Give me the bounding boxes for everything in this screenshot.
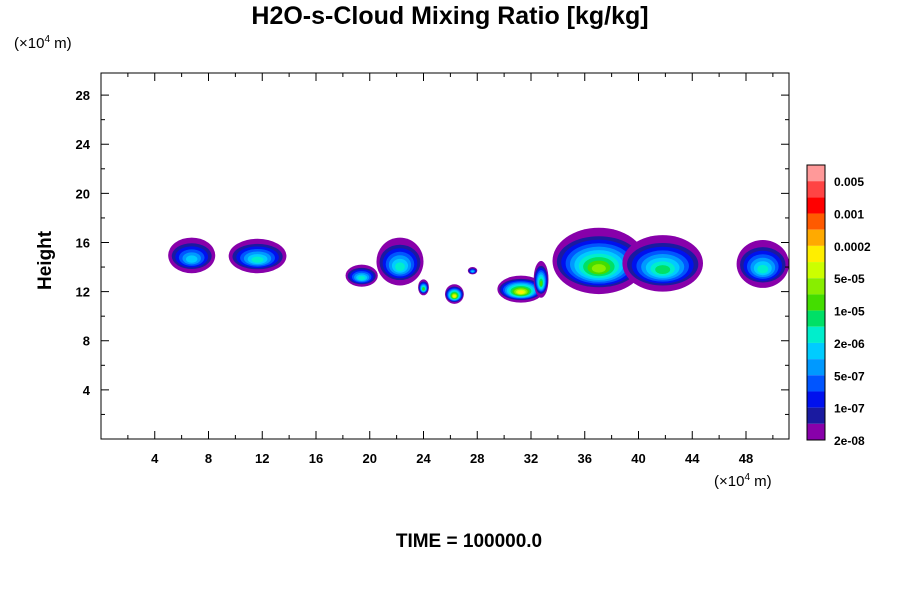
cloud-contour [422, 287, 425, 291]
x-tick-label: 4 [151, 451, 159, 466]
colorbar-swatch [807, 181, 825, 198]
colorbar-swatch [807, 375, 825, 392]
colorbar-swatch [807, 229, 825, 246]
cloud-field [168, 227, 789, 304]
cloud-cell [467, 267, 478, 275]
chart-title: H2O-s-Cloud Mixing Ratio [kg/kg] [251, 2, 649, 30]
x-tick-label: 12 [255, 451, 269, 466]
cloud-contour [186, 255, 198, 263]
colorbar-label: 5e-05 [834, 272, 865, 286]
colorbar-frame [806, 164, 826, 441]
colorbar-swatch [807, 342, 825, 360]
plot-frame [100, 72, 790, 440]
colorbar-swatch [807, 165, 825, 182]
colorbar-label: 2e-08 [834, 434, 865, 448]
cloud-contour [757, 264, 769, 274]
x-tick-label: 40 [631, 451, 645, 466]
colorbar-swatch [807, 310, 825, 327]
colorbar: 0.005 0.001 0.0002 5e-05 1e-05 2e-06 5e-07 1e-0… [806, 164, 871, 448]
cloud-cell [445, 284, 464, 304]
x-tick-label: 16 [309, 451, 323, 466]
y-tick-label: 24 [76, 137, 91, 152]
x-tick-label: 48 [739, 451, 753, 466]
cloud-contour [517, 290, 524, 294]
x-tick-label: 24 [416, 451, 431, 466]
colorbar-swatch [807, 423, 825, 440]
cloud-cell [418, 279, 429, 296]
colorbar-swatch [807, 359, 825, 376]
cloud-contour [471, 270, 474, 273]
colorbar-swatch [807, 213, 825, 230]
cloud-contour [591, 264, 606, 273]
cloud-cell [622, 235, 703, 292]
cloud-contour [655, 265, 671, 275]
cloud-cell [736, 240, 789, 288]
cloud-cell [533, 260, 549, 298]
y-tick-label: 28 [76, 88, 90, 103]
cloud-cell [497, 275, 545, 303]
colorbar-swatch [807, 278, 825, 295]
y-tick-label: 20 [76, 186, 90, 201]
colorbar-swatch [807, 391, 825, 408]
cloud-cell [552, 227, 646, 295]
y-tick-label: 8 [83, 334, 90, 349]
cloud-cell [345, 264, 378, 287]
colorbar-swatch [807, 294, 825, 311]
x-tick-label: 8 [205, 451, 212, 466]
colorbar-swatch [807, 407, 825, 424]
x-tick-label: 32 [524, 451, 538, 466]
colorbar-swatch [807, 245, 825, 263]
colorbar-label: 0.005 [834, 175, 864, 189]
y-tick-label: 4 [83, 383, 91, 398]
y-axis-unit: (×104 m) [14, 34, 72, 52]
colorbar-swatch [807, 262, 825, 279]
x-tick-label: 20 [363, 451, 377, 466]
time-label: TIME = 100000.0 [395, 531, 543, 552]
cloud-contour [251, 256, 264, 263]
y-tick-label: 16 [76, 235, 90, 250]
cloud-cell [228, 238, 287, 274]
cloud-contour [539, 280, 543, 287]
cloud-cell [376, 237, 424, 286]
colorbar-swatch [807, 197, 825, 214]
cloud-contour [358, 276, 366, 280]
x-tick-label: 28 [470, 451, 484, 466]
x-tick-label: 36 [578, 451, 592, 466]
colorbar-label: 1e-05 [834, 305, 865, 319]
colorbar-label: 5e-07 [834, 369, 865, 383]
x-axis-unit: (×104 m) [714, 472, 772, 490]
colorbar-label: 0.001 [834, 208, 864, 222]
x-tick-label: 44 [685, 451, 700, 466]
y-tick-label: 12 [76, 285, 90, 300]
colorbar-label: 2e-06 [834, 337, 865, 351]
colorbar-label: 1e-07 [834, 402, 865, 416]
colorbar-swatch [807, 326, 825, 343]
colorbar-label: 0.0002 [834, 240, 871, 254]
cloud-contour [453, 295, 456, 298]
cloud-cell [168, 237, 216, 274]
cloud-contour [395, 262, 405, 271]
